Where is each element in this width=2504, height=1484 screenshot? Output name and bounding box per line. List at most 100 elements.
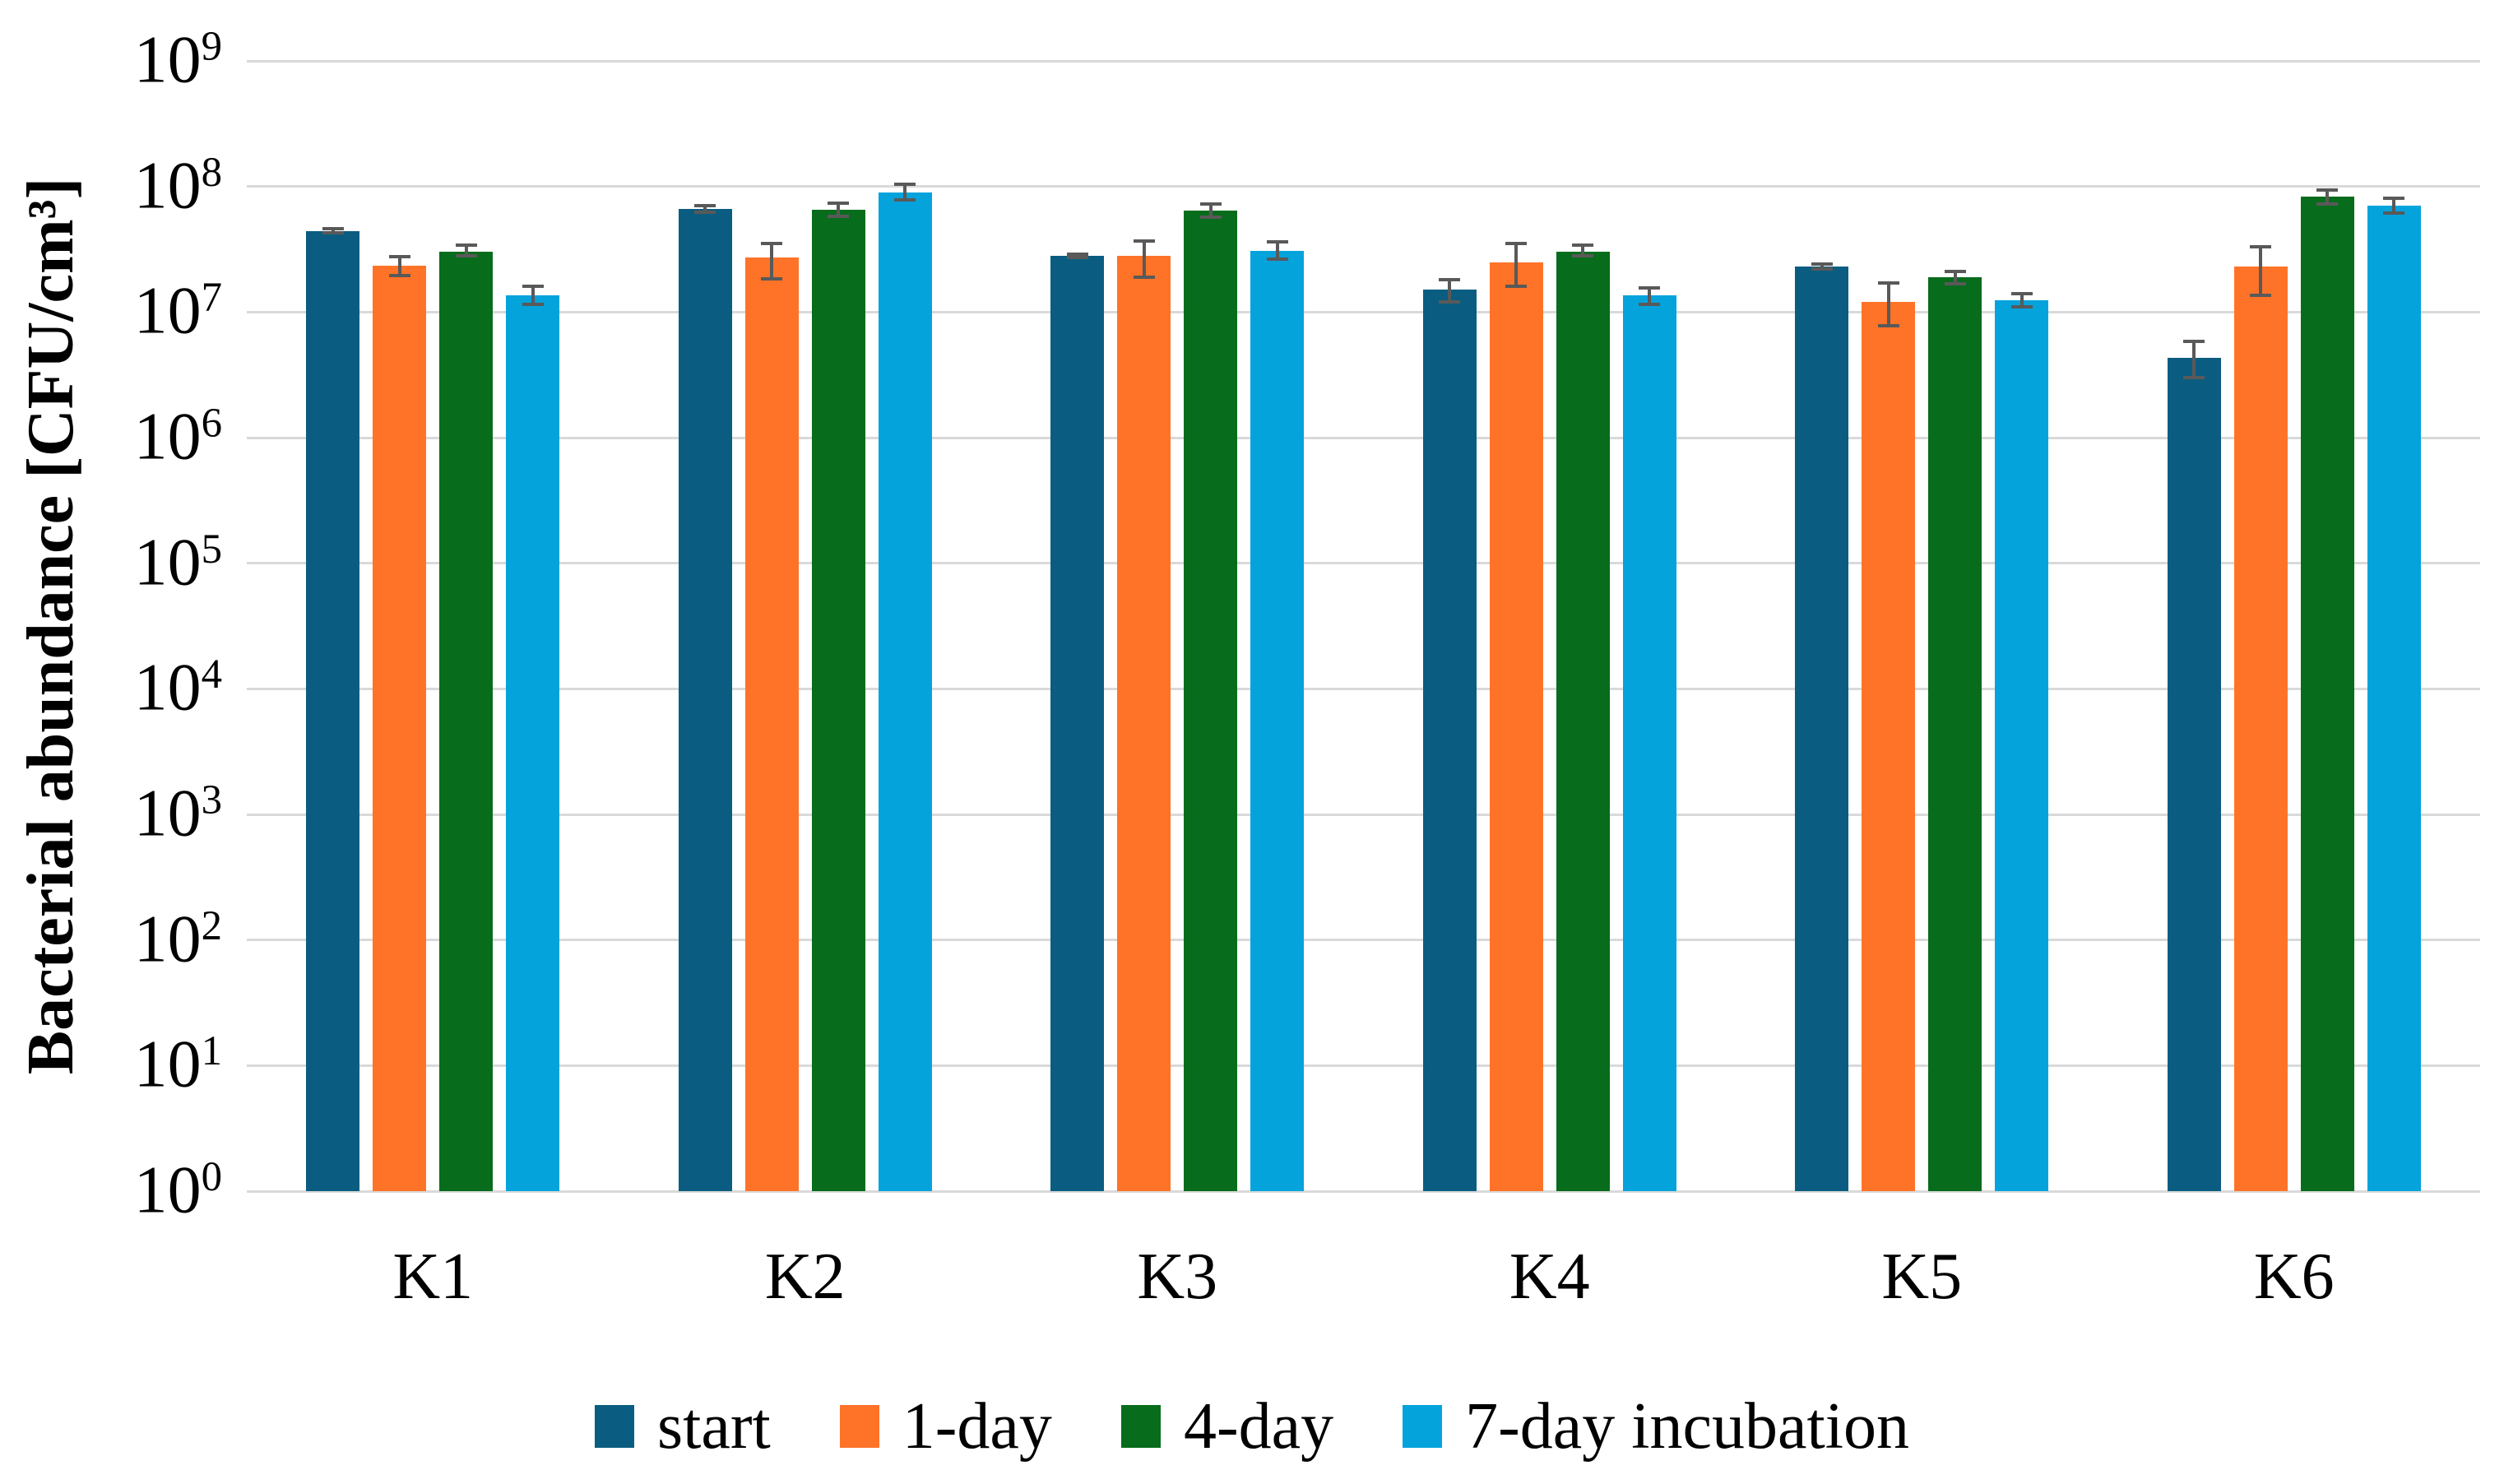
ytick-exponent: 5: [201, 525, 222, 572]
errorbar-k3-start: [1075, 253, 1079, 258]
legend-item-1-day: 1-day: [839, 1389, 1052, 1464]
errorbar-cap-high-k4-7-day-incubation: [1639, 286, 1661, 290]
bar-k5-1-day: [1862, 302, 1916, 1191]
errorbar-cap-low-k4-start: [1439, 300, 1461, 304]
errorbar-cap-low-k1-start: [322, 230, 344, 234]
legend-label-7-day-incubation: 7-day incubation: [1465, 1390, 1909, 1463]
ytick-exponent: 8: [201, 148, 222, 195]
errorbar-k2-4-day: [837, 202, 841, 216]
errorbar-cap-low-k3-1-day: [1133, 275, 1155, 279]
errorbar-cap-high-k4-start: [1439, 278, 1461, 282]
errorbar-cap-low-k5-1-day: [1877, 323, 1899, 327]
bar-k4-1-day: [1489, 262, 1543, 1191]
legend-item-7-day-incubation: 7-day incubation: [1403, 1389, 1909, 1464]
errorbar-cap-low-k1-7-day-incubation: [522, 303, 544, 307]
bar-k6-4-day: [2300, 197, 2354, 1191]
ytick-base: 10: [133, 1152, 202, 1227]
legend: start 1-day 4-day 7-day incubation: [0, 1389, 2504, 1464]
errorbar-k1-7-day-incubation: [531, 286, 535, 305]
errorbar-cap-low-k3-7-day-incubation: [1266, 257, 1288, 261]
ytick-1e2: 102: [0, 904, 222, 972]
ytick-1e6: 106: [0, 402, 222, 470]
errorbar-cap-high-k3-1-day: [1133, 239, 1155, 243]
errorbar-k5-7-day-incubation: [2019, 294, 2024, 307]
errorbar-cap-high-k1-7-day-incubation: [522, 285, 544, 289]
errorbar-cap-high-k1-1-day: [388, 255, 410, 259]
ytick-base: 10: [133, 524, 202, 600]
legend-item-start: start: [595, 1389, 771, 1464]
gridline-1e7: [247, 310, 2480, 313]
errorbar-k4-start: [1448, 280, 1452, 303]
errorbar-cap-high-k3-start: [1066, 252, 1088, 256]
bar-k2-1-day: [744, 257, 799, 1191]
bar-k3-4-day: [1184, 211, 1238, 1191]
xaxis-label-k6: K6: [2253, 1241, 2335, 1313]
errorbar-k4-1-day: [1514, 243, 1519, 287]
errorbar-k3-1-day: [1142, 240, 1146, 277]
errorbar-k5-start: [1820, 264, 1824, 270]
errorbar-cap-low-k4-1-day: [1505, 285, 1528, 289]
errorbar-k1-start: [331, 229, 335, 233]
errorbar-k5-1-day: [1886, 283, 1890, 326]
gridline-1e9: [247, 59, 2480, 63]
ytick-exponent: 3: [201, 776, 222, 823]
xaxis-label-k3: K3: [1137, 1241, 1218, 1313]
errorbar-cap-low-k6-4-day: [2316, 202, 2339, 206]
ytick-base: 10: [133, 1026, 202, 1101]
errorbar-cap-high-k5-start: [1811, 262, 1833, 267]
xaxis-label-k5: K5: [1881, 1241, 1963, 1313]
bar-k2-7-day-incubation: [878, 192, 932, 1191]
legend-swatch-4-day: [1120, 1405, 1161, 1448]
errorbar-cap-high-k5-7-day-incubation: [2010, 292, 2033, 296]
ytick-base: 10: [133, 398, 202, 474]
bar-k1-7-day-incubation: [506, 295, 560, 1191]
errorbar-cap-high-k6-7-day-incubation: [2383, 197, 2405, 201]
ytick-base: 10: [133, 272, 202, 348]
bar-k2-start: [678, 209, 732, 1191]
errorbar-k1-4-day: [464, 245, 468, 257]
errorbar-cap-high-k2-1-day: [761, 242, 783, 246]
gridline-1e5: [247, 562, 2480, 565]
legend-item-4-day: 4-day: [1120, 1389, 1334, 1464]
errorbar-k1-1-day: [397, 257, 401, 276]
bar-k1-start: [306, 231, 360, 1191]
errorbar-k2-7-day-incubation: [903, 184, 907, 201]
ytick-1e9: 109: [0, 26, 222, 93]
ytick-exponent: 9: [201, 22, 222, 69]
ytick-base: 10: [133, 649, 202, 725]
xaxis-label-k1: K1: [392, 1241, 474, 1313]
errorbar-cap-high-k3-4-day: [1199, 202, 1222, 206]
errorbar-k6-1-day: [2259, 247, 2263, 296]
bar-k2-4-day: [811, 210, 865, 1191]
errorbar-k4-4-day: [1581, 245, 1585, 257]
errorbar-cap-low-k6-7-day-incubation: [2383, 211, 2405, 216]
errorbar-k6-4-day: [2325, 189, 2330, 204]
bar-k4-7-day-incubation: [1622, 295, 1676, 1191]
bar-k1-1-day: [373, 265, 427, 1191]
errorbar-k2-start: [703, 206, 707, 213]
bar-k4-start: [1422, 290, 1477, 1191]
gridline-1e2: [247, 939, 2480, 942]
gridline-1e6: [247, 436, 2480, 439]
errorbar-cap-low-k3-4-day: [1199, 215, 1222, 219]
ytick-exponent: 7: [201, 274, 222, 321]
bar-k5-start: [1795, 267, 1849, 1191]
errorbar-k6-7-day-incubation: [2392, 198, 2396, 214]
errorbar-cap-low-k1-4-day: [455, 254, 477, 258]
errorbar-k6-start: [2192, 341, 2196, 378]
legend-swatch-start: [595, 1405, 635, 1448]
errorbar-cap-high-k5-4-day: [1944, 270, 1966, 274]
errorbar-cap-low-k2-start: [694, 211, 716, 215]
bar-k6-7-day-incubation: [2367, 206, 2421, 1191]
errorbar-cap-low-k2-4-day: [828, 214, 850, 218]
errorbar-cap-high-k3-7-day-incubation: [1266, 240, 1288, 244]
errorbar-cap-low-k2-7-day-incubation: [894, 198, 916, 202]
errorbar-cap-low-k3-start: [1066, 256, 1088, 260]
errorbar-cap-low-k5-7-day-incubation: [2010, 305, 2033, 308]
bar-k3-1-day: [1117, 256, 1171, 1191]
bar-k1-4-day: [439, 252, 494, 1191]
errorbar-cap-high-k5-1-day: [1877, 281, 1899, 285]
ytick-1e7: 107: [0, 274, 222, 345]
errorbar-cap-low-k2-1-day: [761, 276, 783, 281]
legend-label-4-day: 4-day: [1183, 1390, 1334, 1463]
